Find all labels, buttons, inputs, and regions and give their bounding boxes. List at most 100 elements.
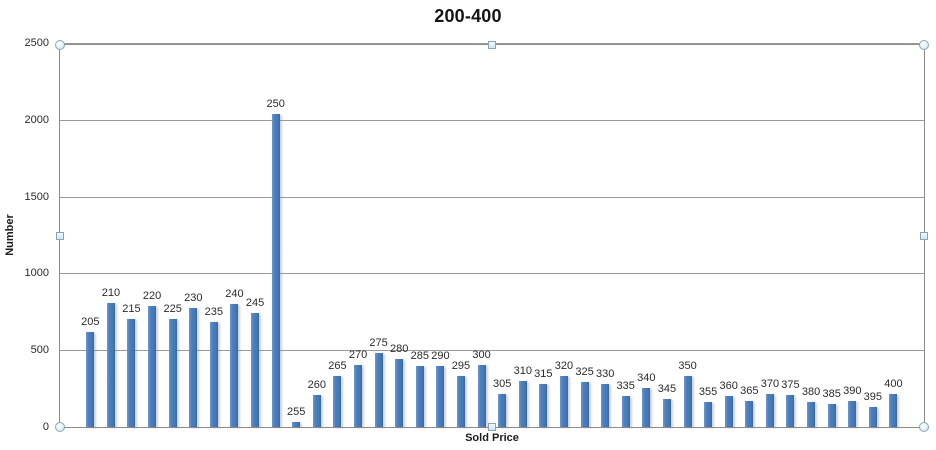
bar[interactable]	[415, 366, 424, 427]
x-axis-title[interactable]: Sold Price	[465, 432, 519, 444]
bar[interactable]	[354, 365, 363, 427]
bar-label: 400	[884, 378, 903, 390]
bar-label: 365	[740, 385, 759, 397]
bar[interactable]	[312, 395, 321, 427]
bar[interactable]	[395, 359, 404, 427]
selection-handle-bottom-center[interactable]	[488, 423, 496, 431]
bar-column: 275	[368, 45, 389, 427]
bar[interactable]	[745, 401, 754, 427]
bar[interactable]	[827, 404, 836, 427]
bar[interactable]	[889, 394, 898, 427]
gridline	[60, 350, 924, 352]
bar-column: 220	[142, 45, 163, 427]
bar[interactable]	[436, 366, 445, 427]
bar-label: 265	[328, 360, 347, 372]
bar[interactable]	[148, 306, 157, 427]
bar[interactable]	[498, 394, 507, 427]
bar-column: 210	[101, 45, 122, 427]
bars-layer: 205 210 215 220 225 230 235 240 245 250 255 260 265 2…	[60, 45, 924, 427]
bar[interactable]	[86, 332, 95, 427]
bar-column: 285	[410, 45, 431, 427]
y-tick-label: 2500	[24, 37, 49, 49]
bar[interactable]	[724, 396, 733, 427]
bar[interactable]	[333, 376, 342, 427]
bar[interactable]	[230, 304, 239, 427]
bar-column: 390	[842, 45, 863, 427]
bar[interactable]	[374, 353, 383, 427]
bar[interactable]	[580, 382, 589, 427]
bar-label: 360	[719, 380, 738, 392]
y-tick-label: 0	[42, 421, 49, 433]
bar[interactable]	[683, 376, 692, 427]
bar-column: 325	[574, 45, 595, 427]
bar[interactable]	[601, 384, 610, 427]
bar-label: 225	[163, 303, 182, 315]
chart-title[interactable]: 200-400	[434, 6, 502, 26]
bar[interactable]	[518, 381, 527, 427]
bar-column: 360	[718, 45, 739, 427]
selection-handle-top-right[interactable]	[919, 40, 929, 50]
bar[interactable]	[189, 308, 198, 427]
bar[interactable]	[662, 399, 671, 427]
bar-label: 320	[554, 360, 574, 372]
bar[interactable]	[621, 396, 630, 427]
bar-column: 375	[780, 45, 801, 427]
selection-handle-bottom-left[interactable]	[55, 422, 65, 432]
bar-column: 345	[657, 45, 678, 427]
bar-label: 215	[122, 303, 141, 315]
bar-label: 295	[451, 360, 471, 372]
bar-column: 370	[760, 45, 781, 427]
bar[interactable]	[477, 365, 486, 427]
plot-area[interactable]: 205 210 215 220 225 230 235 240 245 250 255 260 265 2…	[55, 40, 929, 432]
bar-label: 335	[616, 380, 635, 392]
gridline	[60, 196, 924, 198]
bar-label: 280	[390, 343, 409, 355]
selection-handle-right-middle[interactable]	[920, 232, 928, 240]
bar-column: 350	[677, 45, 698, 427]
bar-label: 300	[472, 349, 491, 361]
gridline	[60, 273, 924, 275]
bar[interactable]	[765, 394, 774, 427]
bar-label: 340	[637, 372, 656, 384]
bar-label: 380	[801, 386, 821, 398]
bar-column: 205	[80, 45, 101, 427]
bar-column: 260	[307, 45, 328, 427]
bar[interactable]	[704, 402, 713, 427]
bar-column: 335	[615, 45, 636, 427]
bar[interactable]	[127, 319, 136, 427]
bar-column: 270	[348, 45, 369, 427]
bar[interactable]	[456, 376, 465, 427]
selection-handle-left-middle[interactable]	[56, 232, 64, 240]
selection-handle-top-left[interactable]	[55, 40, 65, 50]
bar-label: 275	[369, 337, 388, 349]
bar[interactable]	[642, 388, 651, 427]
bar[interactable]	[292, 422, 301, 427]
bar-label: 255	[287, 406, 306, 418]
selection-handle-top-center[interactable]	[488, 41, 496, 49]
bar-label: 245	[245, 297, 265, 309]
bar[interactable]	[539, 384, 548, 427]
bar-column: 240	[224, 45, 245, 427]
bar-label: 355	[698, 386, 718, 398]
bar[interactable]	[786, 395, 795, 427]
bar[interactable]	[209, 322, 218, 427]
bar[interactable]	[168, 319, 177, 427]
bar-column: 305	[492, 45, 513, 427]
bar-column: 215	[121, 45, 142, 427]
bar[interactable]	[559, 376, 568, 427]
bar-label: 310	[513, 365, 532, 377]
bar[interactable]	[868, 407, 877, 427]
bar-column: 300	[471, 45, 492, 427]
bar-label: 385	[822, 388, 841, 400]
bar[interactable]	[848, 401, 857, 427]
bar[interactable]	[251, 313, 260, 427]
selection-handle-bottom-right[interactable]	[919, 422, 929, 432]
bar[interactable]	[271, 114, 280, 427]
bar[interactable]	[106, 303, 115, 427]
bar-column: 255	[286, 45, 307, 427]
bar-column: 290	[430, 45, 451, 427]
bar[interactable]	[807, 402, 816, 427]
bar-column: 340	[636, 45, 657, 427]
bar-column: 310	[512, 45, 533, 427]
